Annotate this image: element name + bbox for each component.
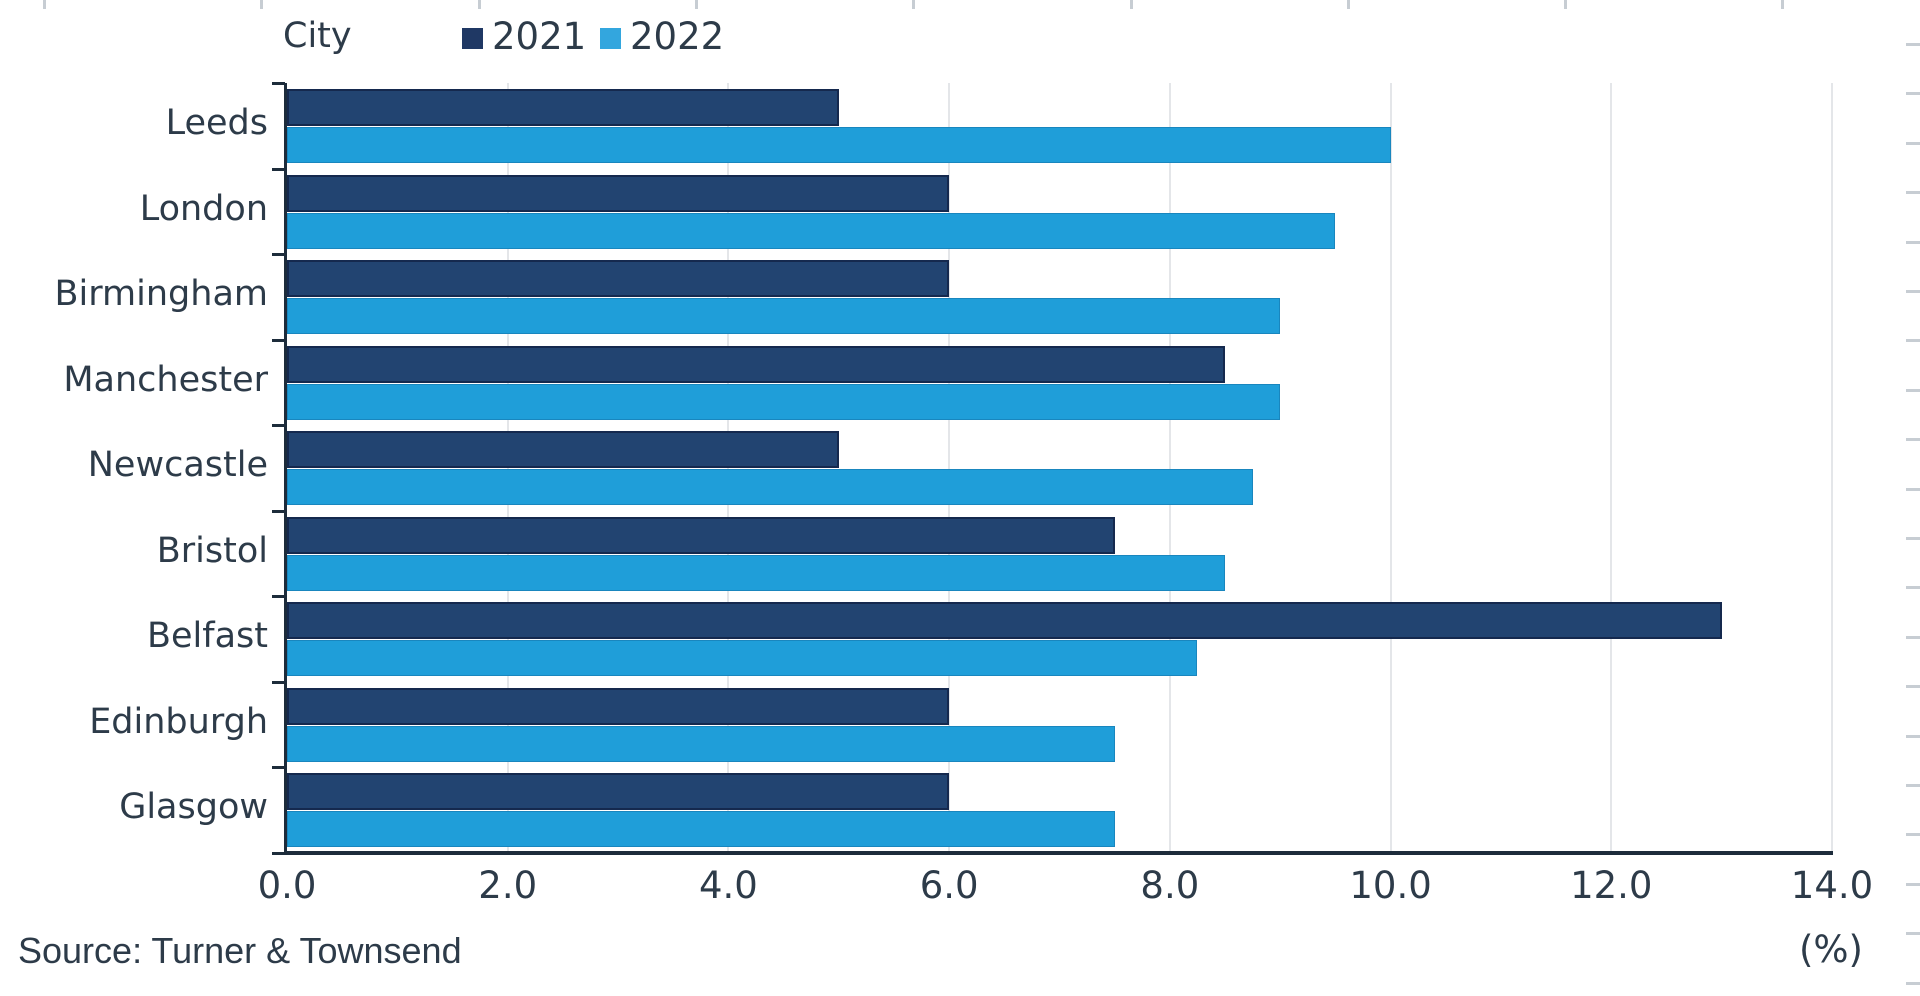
category-tick — [272, 852, 285, 855]
x-tick-label-2.0: 2.0 — [478, 864, 538, 907]
top-edge-tick — [43, 0, 46, 9]
right-edge-tick — [1906, 932, 1920, 936]
x-tick-label-0.0: 0.0 — [257, 864, 317, 907]
legend-item-2022: 2022 — [600, 15, 725, 58]
category-tick — [272, 680, 285, 684]
top-edge-tick — [1781, 0, 1785, 9]
right-edge-tick — [1906, 191, 1920, 195]
right-edge-tick — [1906, 339, 1920, 343]
top-edge-tick — [260, 0, 264, 9]
gridline-14 — [1831, 83, 1833, 851]
category-tick — [272, 509, 285, 513]
unit-label: (%) — [1798, 928, 1863, 971]
category-tick — [272, 253, 285, 257]
right-edge-tick — [1906, 981, 1920, 985]
legend-item-2021: 2021 — [462, 15, 587, 58]
bar-2022-belfast — [287, 640, 1198, 677]
right-edge-tick — [1906, 882, 1920, 886]
bar-2022-manchester — [287, 383, 1281, 420]
bar-2021-leeds — [287, 89, 839, 126]
bar-2021-birmingham — [287, 260, 950, 298]
legend-label-2022: 2022 — [630, 15, 725, 58]
category-label-edinburgh: Edinburgh — [89, 701, 268, 742]
right-edge-tick — [1906, 92, 1920, 96]
right-edge-tick — [1906, 388, 1920, 392]
category-tick — [272, 766, 285, 770]
bar-2022-bristol — [287, 554, 1226, 591]
bar-2021-glasgow — [287, 773, 950, 811]
y-axis-line — [284, 83, 287, 855]
x-tick-label-14.0: 14.0 — [1790, 864, 1874, 907]
x-tick-label-8.0: 8.0 — [1140, 864, 1200, 907]
bar-2021-bristol — [287, 516, 1115, 554]
category-label-london: London — [139, 188, 268, 229]
gridline-12 — [1610, 83, 1613, 851]
category-label-belfast: Belfast — [147, 616, 268, 657]
right-edge-tick — [1906, 290, 1920, 293]
right-edge-tick — [1906, 43, 1920, 46]
bar-2022-london — [287, 212, 1336, 249]
top-edge-tick — [1564, 0, 1568, 9]
category-tick — [272, 338, 285, 342]
legend-swatch-2022-icon — [600, 28, 621, 49]
x-tick-label-10.0: 10.0 — [1349, 864, 1432, 907]
right-edge-tick — [1906, 833, 1920, 837]
bar-2022-edinburgh — [287, 725, 1115, 762]
bar-2022-newcastle — [287, 469, 1253, 506]
top-edge-tick — [1129, 0, 1133, 9]
right-edge-tick — [1906, 586, 1920, 590]
category-label-newcastle: Newcastle — [87, 445, 268, 486]
top-edge-tick — [694, 0, 698, 9]
gridline-8 — [1168, 83, 1171, 851]
top-edge-tick — [912, 0, 916, 9]
right-edge-tick — [1906, 635, 1920, 639]
legend-swatch-2021-icon — [462, 28, 483, 49]
top-edge-tick — [1346, 0, 1350, 9]
right-edge-tick — [1906, 537, 1920, 540]
category-tick — [272, 82, 285, 85]
category-label-leeds: Leeds — [165, 103, 268, 143]
legend-label-2021: 2021 — [492, 15, 587, 58]
legend-row: City 2021 2022 — [0, 0, 1920, 70]
bar-2021-london — [287, 174, 950, 212]
category-tick — [272, 424, 285, 428]
bar-2022-leeds — [287, 127, 1391, 163]
right-edge-tick — [1906, 685, 1920, 689]
bar-2021-edinburgh — [287, 687, 950, 725]
category-label-birmingham: Birmingham — [54, 274, 268, 315]
gridline-6 — [948, 83, 951, 851]
right-edge-tick — [1906, 438, 1920, 442]
bar-2022-glasgow — [287, 811, 1115, 848]
gridline-10 — [1389, 83, 1392, 851]
x-tick-label-4.0: 4.0 — [699, 864, 758, 907]
category-axis-title: City — [283, 16, 352, 56]
source-text: Source: Turner & Townsend — [18, 930, 462, 971]
x-tick-label-6.0: 6.0 — [919, 864, 979, 907]
bar-2022-birmingham — [287, 298, 1281, 335]
x-axis-line — [284, 851, 1833, 855]
x-tick-label-12.0: 12.0 — [1570, 864, 1653, 907]
category-tick — [272, 167, 285, 171]
right-edge-tick — [1906, 141, 1920, 145]
right-edge-tick — [1906, 784, 1920, 787]
bar-2021-belfast — [287, 602, 1722, 640]
top-edge-tick — [477, 0, 481, 9]
bar-2021-manchester — [287, 345, 1226, 383]
right-edge-tick — [1906, 240, 1920, 244]
bar-2021-newcastle — [287, 431, 839, 469]
category-label-manchester: Manchester — [63, 359, 268, 400]
category-label-bristol: Bristol — [156, 530, 268, 571]
right-edge-tick — [1906, 734, 1920, 738]
category-tick — [272, 595, 285, 599]
right-edge-tick — [1906, 487, 1920, 491]
category-label-glasgow: Glasgow — [119, 787, 268, 828]
